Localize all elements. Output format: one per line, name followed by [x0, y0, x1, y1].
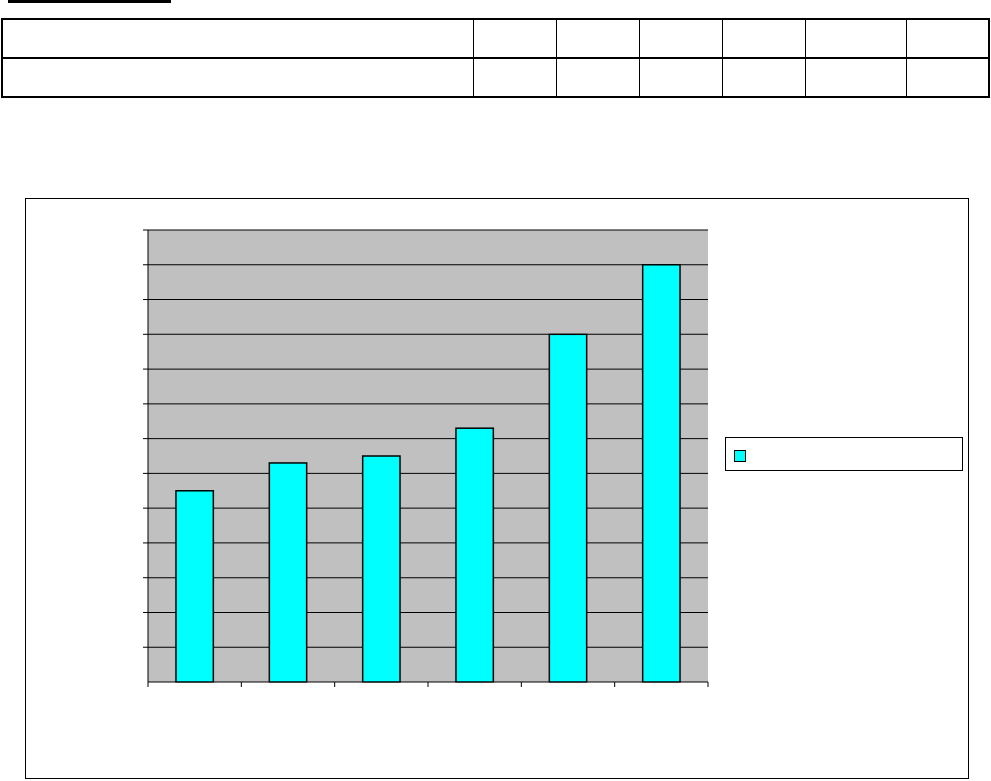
table-cell: [1, 57, 474, 98]
bar: [548, 333, 588, 683]
table-cell: [473, 57, 557, 98]
table-cell: [638, 57, 723, 98]
bar: [175, 490, 215, 683]
bar: [641, 264, 681, 683]
table-cell: [1, 18, 474, 59]
data-table: [1, 18, 990, 98]
table-cell: [555, 18, 640, 59]
bar: [455, 427, 495, 683]
legend-swatch: [734, 450, 746, 462]
table-cell: [804, 57, 907, 98]
bar: [268, 462, 308, 683]
table-cell: [473, 18, 557, 59]
table-cell: [905, 57, 990, 98]
table-row: [1, 57, 990, 98]
title-underline: [8, 0, 171, 3]
legend: [725, 437, 963, 471]
plot-area: [148, 230, 708, 682]
table-cell: [721, 57, 806, 98]
table-cell: [638, 18, 723, 59]
bar: [361, 455, 401, 683]
table-cell: [804, 18, 907, 59]
table-cell: [905, 18, 990, 59]
table-header-row: [1, 18, 990, 59]
table-cell: [721, 18, 806, 59]
